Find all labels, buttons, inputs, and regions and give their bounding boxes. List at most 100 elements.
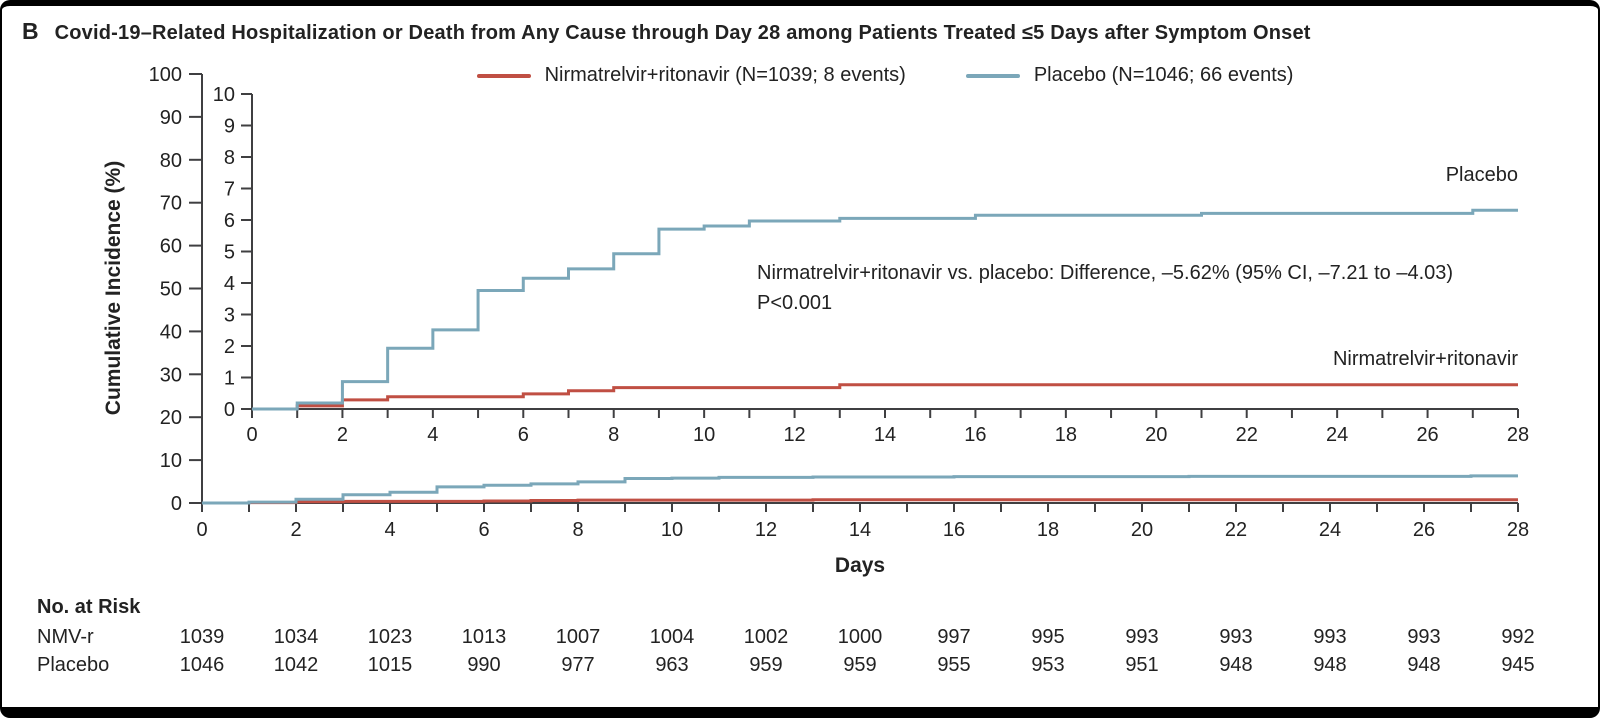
legend-label-placebo: Placebo (N=1046; 66 events) <box>1033 64 1294 86</box>
at-risk-heading: No. at Risk <box>37 596 141 618</box>
inset-curve-nmvr <box>252 383 1518 411</box>
at-risk-value: 993 <box>1125 626 1159 648</box>
at-risk-value: 1046 <box>179 654 225 676</box>
panel-header: B Covid-19–Related Hospitalization or De… <box>22 18 1311 45</box>
at-risk-value: 1004 <box>649 626 695 648</box>
tick-label: 24 <box>1319 519 1341 541</box>
tick-label: 90 <box>160 107 182 129</box>
tick-label: 4 <box>384 519 395 541</box>
at-risk-value: 959 <box>749 654 783 676</box>
at-risk-value: 1000 <box>837 626 883 648</box>
annotation-pvalue: P<0.001 <box>757 292 833 314</box>
tick-label: 20 <box>1131 519 1153 541</box>
tick-label: 4 <box>224 273 235 295</box>
at-risk-value: 1023 <box>367 626 413 648</box>
at-risk-value: 993 <box>1219 626 1253 648</box>
at-risk-value: 992 <box>1501 626 1535 648</box>
tick-label: 14 <box>874 424 896 446</box>
at-risk-row-label-nmvr: NMV-r <box>37 626 94 648</box>
difference-annotation: Nirmatrelvir+ritonavir vs. placebo: Diff… <box>757 258 1453 318</box>
tick-label: 22 <box>1225 519 1247 541</box>
tick-label: 28 <box>1507 424 1529 446</box>
tick-label: 0 <box>171 493 182 515</box>
at-risk-value: 1002 <box>743 626 789 648</box>
legend-label-nmvr: Nirmatrelvir+ritonavir (N=1039; 8 events… <box>544 64 906 86</box>
at-risk-value: 1013 <box>461 626 507 648</box>
tick-label: 16 <box>964 424 986 446</box>
tick-label: 3 <box>224 305 235 327</box>
tick-label: 80 <box>160 150 182 172</box>
at-risk-value: 948 <box>1219 654 1253 676</box>
tick-label: 60 <box>160 236 182 258</box>
tick-label: 6 <box>478 519 489 541</box>
legend-item-placebo: Placebo (N=1046; 66 events) <box>965 64 1294 87</box>
tick-label: 5 <box>224 242 235 264</box>
tick-label: 6 <box>224 210 235 232</box>
tick-label: 12 <box>755 519 777 541</box>
at-risk-value: 955 <box>937 654 971 676</box>
tick-label: 4 <box>427 424 438 446</box>
at-risk-value: 995 <box>1031 626 1065 648</box>
nmvr-line-swatch <box>476 73 531 78</box>
at-risk-value: 945 <box>1501 654 1535 676</box>
tick-label: 8 <box>608 424 619 446</box>
tick-label: 22 <box>1236 424 1258 446</box>
tick-label: 20 <box>1145 424 1167 446</box>
tick-label: 20 <box>160 407 182 429</box>
at-risk-value: 951 <box>1125 654 1159 676</box>
tick-label: 1 <box>224 368 235 390</box>
placebo-line-swatch <box>965 73 1020 78</box>
tick-label: 70 <box>160 193 182 215</box>
at-risk-value: 948 <box>1313 654 1347 676</box>
tick-label: 2 <box>224 336 235 358</box>
tick-label: 2 <box>337 424 348 446</box>
tick-label: 28 <box>1507 519 1529 541</box>
tick-label: 26 <box>1413 519 1435 541</box>
tick-label: 8 <box>224 147 235 169</box>
tick-label: 30 <box>160 364 182 386</box>
at-risk-value: 977 <box>561 654 595 676</box>
tick-label: 40 <box>160 321 182 343</box>
tick-label: 100 <box>149 64 182 86</box>
at-risk-row-label-placebo: Placebo <box>37 654 110 676</box>
tick-label: 6 <box>518 424 529 446</box>
tick-label: 14 <box>849 519 871 541</box>
annotation-difference: Nirmatrelvir+ritonavir vs. placebo: Diff… <box>757 262 1454 284</box>
at-risk-value: 959 <box>843 654 877 676</box>
inset-curve-placebo <box>252 208 1518 411</box>
tick-label: 2 <box>290 519 301 541</box>
at-risk-value: 1034 <box>273 626 319 648</box>
at-risk-value: 1039 <box>179 626 225 648</box>
panel-title: Covid-19–Related Hospitalization or Deat… <box>54 22 1311 44</box>
tick-label: 10 <box>661 519 683 541</box>
at-risk-value: 993 <box>1313 626 1347 648</box>
tick-label: 50 <box>160 279 182 301</box>
panel-letter: B <box>22 18 39 44</box>
at-risk-value: 990 <box>467 654 501 676</box>
at-risk-value: 1007 <box>555 626 601 648</box>
x-axis-title: Days <box>834 554 886 577</box>
at-risk-value: 1015 <box>367 654 413 676</box>
at-risk-value: 963 <box>655 654 689 676</box>
tick-label: 18 <box>1055 424 1077 446</box>
chart-legend: Nirmatrelvir+ritonavir (N=1039; 8 events… <box>252 64 1518 87</box>
tick-label: 8 <box>572 519 583 541</box>
tick-label: 12 <box>783 424 805 446</box>
legend-item-nmvr: Nirmatrelvir+ritonavir (N=1039; 8 events… <box>476 64 906 87</box>
at-risk-value: 948 <box>1407 654 1441 676</box>
outer-curve-placebo <box>202 474 1518 505</box>
tick-label: 26 <box>1416 424 1438 446</box>
tick-label: 0 <box>224 399 235 421</box>
end-label-nmvr: Nirmatrelvir+ritonavir <box>1332 348 1518 370</box>
tick-label: 10 <box>213 84 235 106</box>
tick-label: 0 <box>196 519 207 541</box>
at-risk-value: 993 <box>1407 626 1441 648</box>
tick-label: 7 <box>224 179 235 201</box>
tick-label: 0 <box>246 424 257 446</box>
tick-label: 9 <box>224 116 235 138</box>
at-risk-value: 953 <box>1031 654 1065 676</box>
